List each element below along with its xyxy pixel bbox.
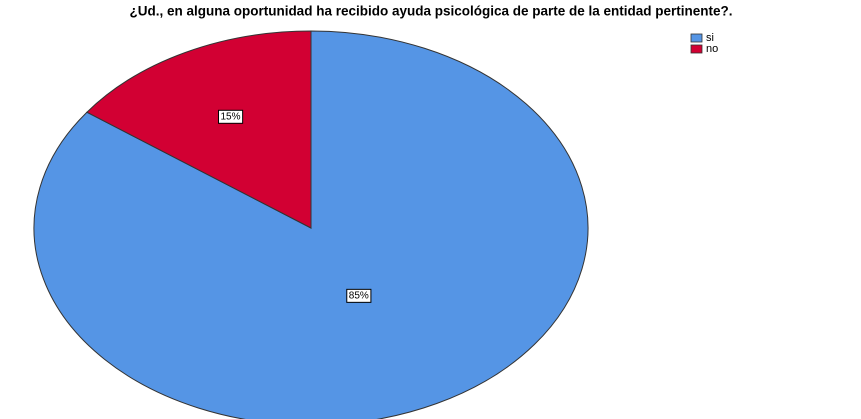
pie-slice [33,30,589,419]
value-label-group: 15% [218,109,244,124]
legend-text: no [706,43,718,55]
value-label-box [218,109,244,124]
value-label: 85% [349,290,369,301]
legend-swatch [690,33,703,43]
pie-slice [86,30,312,229]
value-label-box [346,288,372,303]
value-label: 15% [221,111,241,122]
value-label-group: 85% [346,288,372,303]
legend-text: si [706,32,714,44]
chart-title: ¿Ud., en alguna oportunidad ha recibido … [129,4,732,19]
legend-swatch [690,44,703,54]
